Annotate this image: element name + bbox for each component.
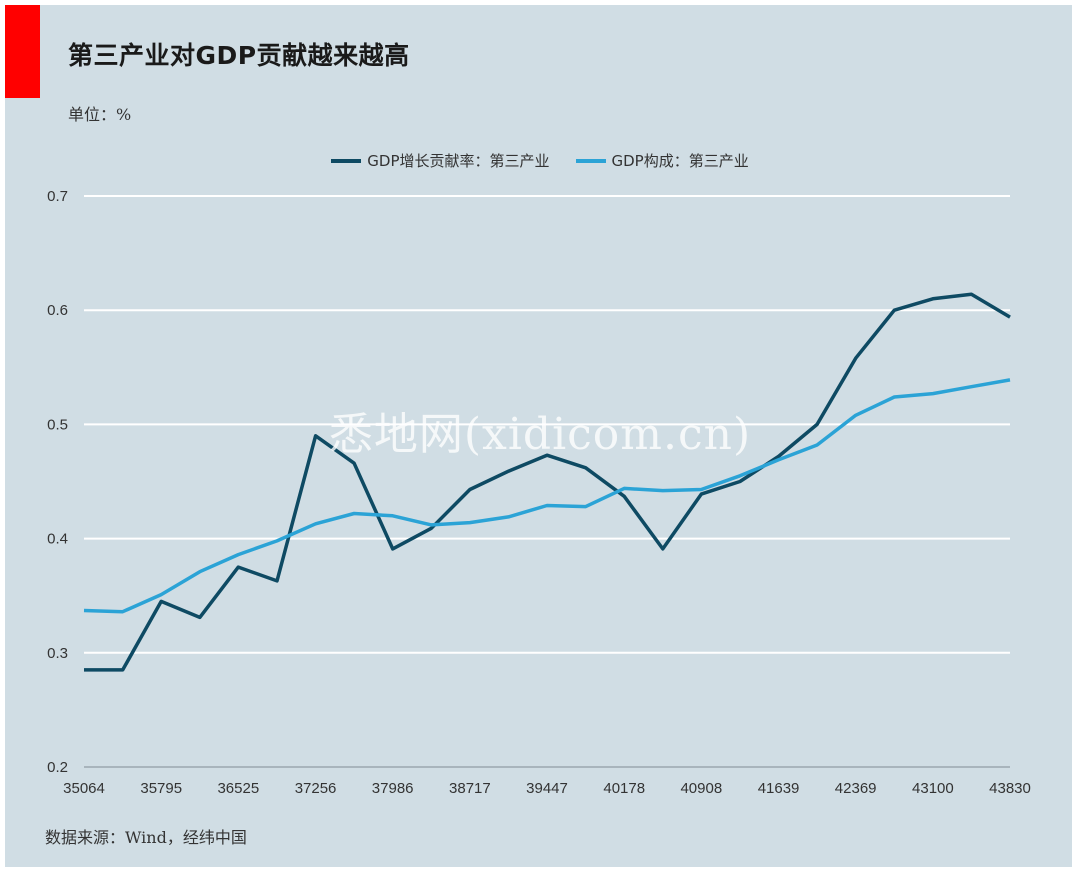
- legend-item-contribution: GDP增长贡献率：第三产业: [331, 150, 550, 171]
- x-tick-label: 41639: [758, 780, 800, 797]
- chart-title: 第三产业对GDP贡献越来越高: [68, 41, 410, 70]
- accent-bar: [5, 5, 40, 98]
- y-tick-label: 0.2: [47, 759, 68, 776]
- chart-background: [5, 5, 1072, 867]
- x-tick-label: 35064: [63, 780, 105, 797]
- y-axis-ticks: 0.2 0.3 0.4 0.5 0.6 0.7: [47, 188, 68, 776]
- y-tick-label: 0.3: [47, 645, 68, 662]
- x-tick-label: 38717: [449, 780, 491, 797]
- legend: GDP增长贡献率：第三产业 GDP构成：第三产业: [0, 150, 1080, 171]
- x-tick-label: 36525: [217, 780, 259, 797]
- y-tick-label: 0.7: [47, 188, 68, 205]
- x-tick-label: 37986: [372, 780, 414, 797]
- legend-swatch-light: [575, 158, 606, 163]
- legend-label-contribution: GDP增长贡献率：第三产业: [367, 152, 550, 170]
- legend-swatch-dark: [331, 158, 362, 163]
- x-tick-label: 37256: [295, 780, 337, 797]
- grid-lines: [84, 195, 1010, 768]
- x-tick-label: 35795: [140, 780, 182, 797]
- data-source: 数据来源：Wind，经纬中国: [45, 828, 247, 847]
- x-tick-label: 43100: [912, 780, 954, 797]
- y-tick-label: 0.4: [47, 531, 68, 548]
- x-tick-label: 43830: [989, 780, 1031, 797]
- series-line-composition: [83, 378, 1011, 614]
- legend-label-composition: GDP构成：第三产业: [611, 152, 749, 170]
- unit-label: 单位：%: [68, 105, 132, 124]
- x-tick-label: 39447: [526, 780, 568, 797]
- x-axis-ticks: 35064 35795 36525 37256 37986 38717 39447 40178…: [63, 780, 1031, 797]
- series-line-contribution: [84, 292, 1011, 672]
- y-tick-label: 0.6: [47, 302, 68, 319]
- x-tick-label: 40908: [680, 780, 722, 797]
- x-tick-label: 42369: [835, 780, 877, 797]
- series-lines: [83, 292, 1011, 672]
- x-tick-label: 40178: [603, 780, 645, 797]
- legend-item-composition: GDP构成：第三产业: [575, 150, 749, 171]
- y-tick-label: 0.5: [47, 416, 68, 433]
